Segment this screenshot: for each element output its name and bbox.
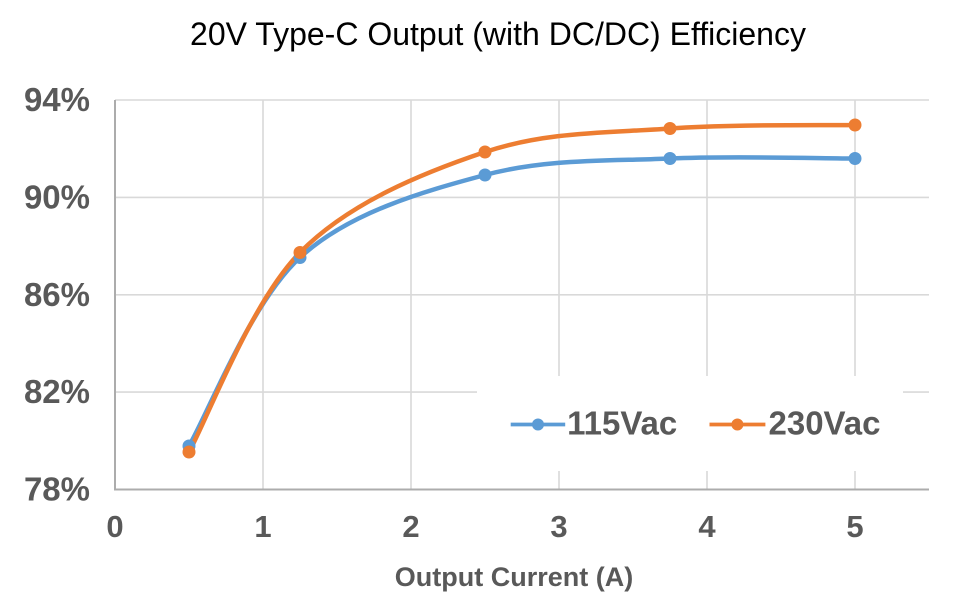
- svg-text:78%: 78%: [24, 471, 90, 508]
- svg-text:0: 0: [106, 509, 123, 544]
- svg-text:82%: 82%: [24, 373, 90, 410]
- svg-text:2: 2: [402, 509, 419, 544]
- svg-text:1: 1: [254, 509, 271, 544]
- svg-text:3: 3: [550, 509, 567, 544]
- svg-text:20V Type-C Output (with DC/DC): 20V Type-C Output (with DC/DC) Efficienc…: [190, 16, 806, 52]
- svg-text:86%: 86%: [24, 276, 90, 313]
- svg-text:94%: 94%: [24, 81, 90, 118]
- svg-text:90%: 90%: [24, 178, 90, 215]
- svg-text:4: 4: [698, 509, 716, 544]
- svg-text:Output Current (A): Output Current (A): [395, 562, 633, 592]
- svg-text:230Vac: 230Vac: [769, 404, 881, 441]
- svg-text:5: 5: [846, 509, 863, 544]
- svg-text:115Vac: 115Vac: [567, 404, 677, 441]
